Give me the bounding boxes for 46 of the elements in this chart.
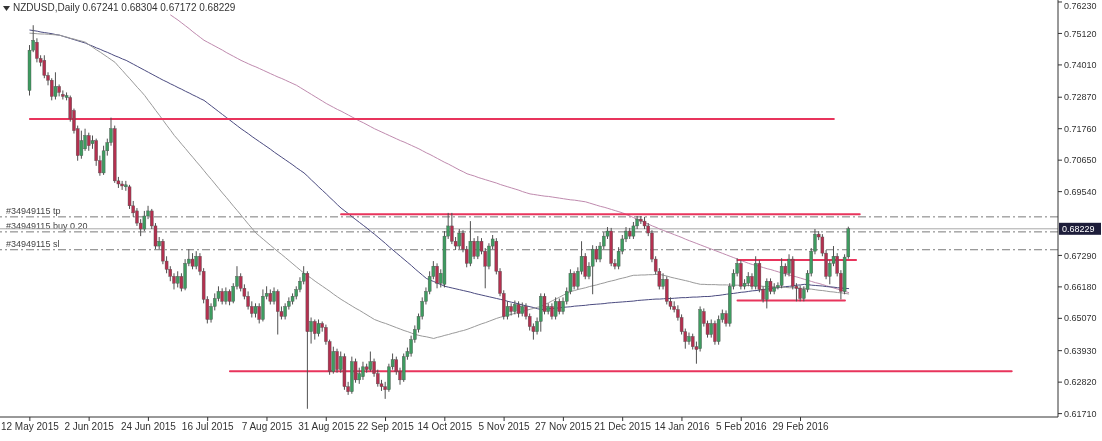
y-tick-label: 0.65070 (1064, 313, 1097, 324)
candlestick (261, 288, 265, 322)
x-tick-label: 21 Dec 2015 (594, 421, 652, 433)
line-series (170, 14, 850, 294)
x-tick-label: 31 Aug 2015 (298, 421, 355, 433)
candlestick (687, 332, 691, 346)
x-tick-label: 22 Sep 2015 (357, 421, 415, 433)
x-tick-label: 5 Feb 2016 (715, 421, 767, 433)
candlestick (79, 130, 84, 160)
ref-line-label: #34949115 buy 0.20 (6, 220, 88, 231)
y-tick-label: 0.69540 (1064, 186, 1097, 197)
x-tick-label: 29 Feb 2016 (772, 421, 830, 433)
x-tick-label: 16 Jul 2015 (181, 421, 234, 433)
x-tick-label: 7 Aug 2015 (241, 421, 293, 433)
y-tick-label: 0.75120 (1064, 28, 1097, 39)
ref-line-label: #34949115 sl (6, 238, 60, 249)
y-tick-label: 0.62820 (1064, 377, 1097, 388)
x-tick-label: 14 Oct 2015 (417, 421, 473, 433)
y-tick-label: 0.74010 (1064, 60, 1097, 71)
y-tick-label: 0.76230 (1064, 1, 1097, 12)
candlestick (361, 361, 365, 381)
candlestick (713, 320, 717, 346)
y-tick-label: 0.61710 (1064, 408, 1097, 419)
y-tick-label: 0.63930 (1064, 345, 1097, 356)
ref-line-label: #34949115 tp (6, 205, 61, 216)
x-tick-label: 24 Jun 2015 (120, 421, 177, 433)
x-tick-label: 2 Jun 2015 (64, 421, 115, 433)
y-tick-label: 0.67290 (1064, 250, 1097, 261)
candlestick (120, 180, 124, 191)
y-tick-label: 0.70650 (1064, 155, 1097, 166)
candlestick (335, 348, 339, 374)
candlestick (435, 262, 439, 289)
y-tick-label: 0.72870 (1064, 92, 1097, 103)
x-tick-label: 5 Nov 2015 (478, 421, 531, 433)
candlestick (572, 270, 576, 290)
candlestick (472, 237, 476, 260)
x-tick-label: 27 Nov 2015 (535, 421, 593, 433)
x-tick-label: 14 Jan 2016 (654, 421, 710, 433)
x-tick-label: 12 May 2015 (0, 421, 60, 433)
candlestick (468, 220, 473, 267)
candlestick (739, 259, 743, 290)
y-tick-label: 0.66180 (1064, 282, 1097, 293)
chart-title: NZDUSD,Daily 0.67241 0.68304 0.67172 0.68229 (13, 2, 236, 14)
ref-line-label: 0.68229 (1062, 224, 1095, 235)
y-tick-label: 0.71760 (1064, 123, 1097, 134)
candlestick (142, 210, 147, 232)
